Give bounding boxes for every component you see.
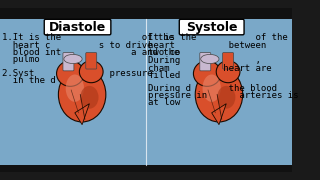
Text: Systole: Systole	[186, 21, 237, 33]
Ellipse shape	[193, 61, 221, 86]
Ellipse shape	[58, 67, 106, 122]
Text: Diastole: Diastole	[49, 21, 106, 33]
FancyBboxPatch shape	[200, 53, 211, 71]
Ellipse shape	[216, 61, 240, 83]
Ellipse shape	[80, 86, 99, 109]
Ellipse shape	[64, 54, 82, 64]
Ellipse shape	[203, 75, 221, 102]
FancyBboxPatch shape	[44, 19, 111, 35]
Text: heart c         s to drive: heart c s to drive	[2, 41, 152, 50]
Text: in the d: in the d	[2, 76, 56, 85]
FancyBboxPatch shape	[179, 19, 244, 35]
Ellipse shape	[79, 61, 103, 83]
Text: During d       the blood: During d the blood	[148, 84, 277, 93]
Ellipse shape	[195, 67, 243, 122]
FancyBboxPatch shape	[86, 53, 97, 69]
Text: pulmo: pulmo	[2, 55, 39, 64]
FancyBboxPatch shape	[0, 165, 292, 172]
Text: It is the           of the: It is the of the	[148, 33, 288, 42]
Text: heart          between: heart between	[148, 41, 266, 50]
Text: pressure in      arteries is: pressure in arteries is	[148, 91, 298, 100]
Text: cham          heart are: cham heart are	[148, 64, 271, 73]
Ellipse shape	[217, 86, 236, 109]
FancyBboxPatch shape	[0, 8, 292, 172]
Text: blood int             a and the: blood int a and the	[2, 48, 179, 57]
FancyBboxPatch shape	[223, 53, 234, 69]
Ellipse shape	[201, 54, 219, 64]
Text: During              ,: During ,	[148, 56, 261, 65]
Polygon shape	[75, 104, 89, 125]
FancyBboxPatch shape	[63, 53, 74, 71]
Text: at low: at low	[148, 98, 180, 107]
Polygon shape	[212, 104, 226, 125]
Text: 2.Syst              pressure: 2.Syst pressure	[2, 69, 152, 78]
FancyBboxPatch shape	[0, 8, 292, 19]
Text: 1.It is the               of the: 1.It is the of the	[2, 33, 174, 42]
Ellipse shape	[66, 75, 84, 102]
Text: filled: filled	[148, 71, 180, 80]
Text: two co: two co	[148, 48, 180, 57]
Ellipse shape	[57, 61, 84, 86]
